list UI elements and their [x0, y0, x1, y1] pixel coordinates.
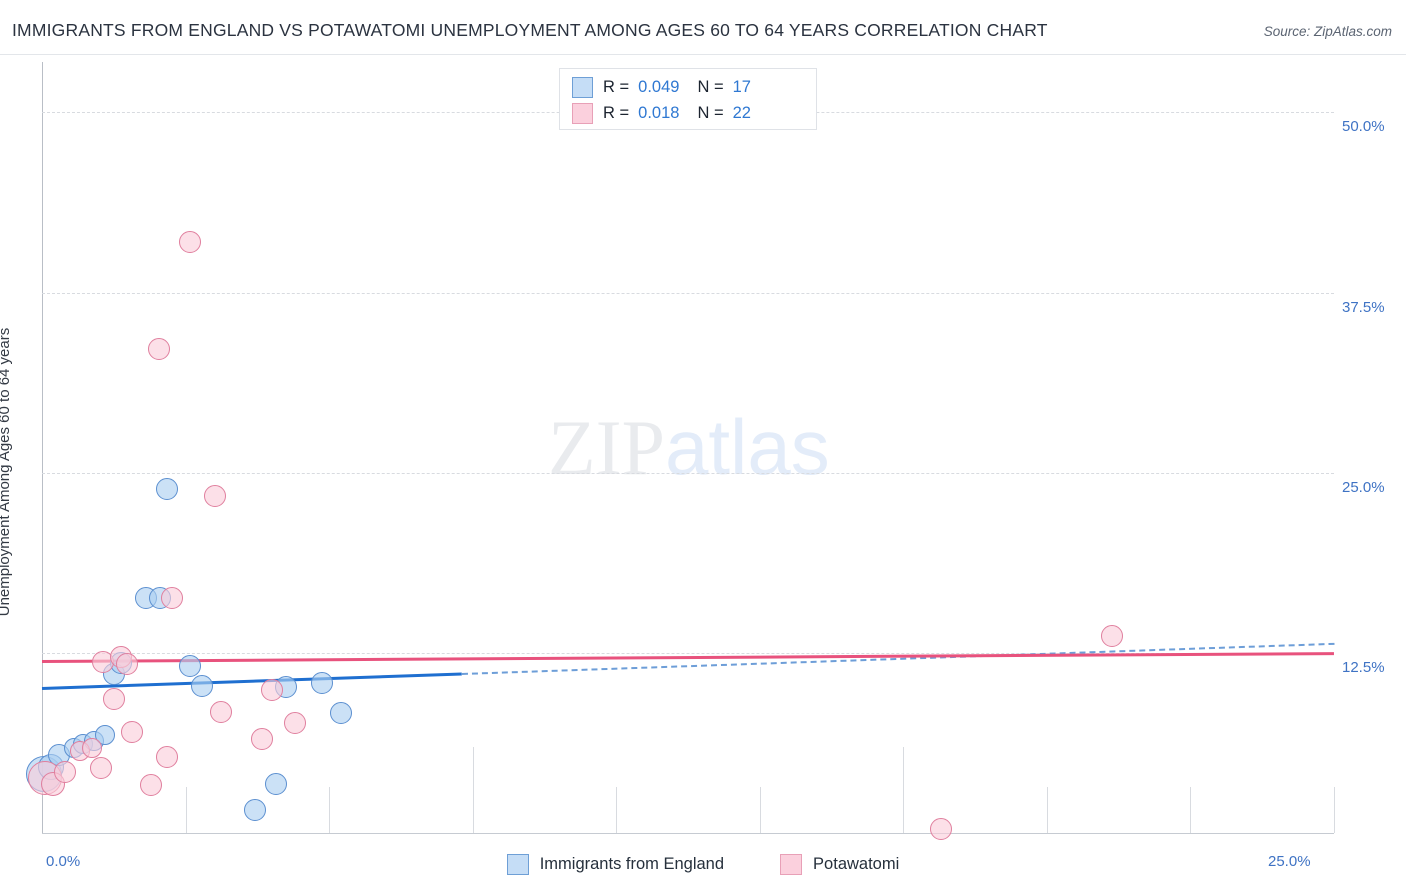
- x-axis-line: [42, 833, 1334, 834]
- scatter-point-pink[interactable]: [261, 679, 284, 702]
- header-divider: [0, 54, 1406, 55]
- x-tick-mark-9: [1334, 787, 1335, 833]
- watermark-zip: ZIP: [548, 404, 665, 491]
- scatter-point-blue[interactable]: [311, 672, 334, 695]
- y-tick-label-2: 37.5%: [1342, 298, 1385, 316]
- legend-label-blue: Immigrants from England: [539, 854, 725, 873]
- scatter-point-blue[interactable]: [191, 675, 214, 697]
- scatter-point-pink[interactable]: [178, 231, 201, 254]
- y-tick-label-0: 12.5%: [1342, 658, 1385, 676]
- y-tick-label-1: 25.0%: [1342, 478, 1385, 496]
- stats-n-label-blue: N =: [697, 77, 724, 96]
- y-axis-title: Unemployment Among Ages 60 to 64 years: [0, 327, 13, 617]
- stats-swatch-blue: [572, 76, 593, 98]
- source-label: Source: ZipAtlas.com: [1263, 24, 1392, 39]
- scatter-point-pink[interactable]: [89, 757, 112, 780]
- gridline-y-1: [42, 472, 1334, 474]
- gridline-y-2: [42, 292, 1334, 294]
- scatter-point-pink[interactable]: [54, 761, 77, 784]
- scatter-point-blue[interactable]: [243, 798, 266, 821]
- stats-r-value-blue: 0.049: [638, 77, 680, 96]
- correlation-stats-box: R = 0.049 N = 17 R = 0.018 N = 22: [559, 68, 817, 130]
- gridline-y-0: [42, 652, 1334, 654]
- scatter-point-pink[interactable]: [203, 484, 226, 507]
- legend-swatch-pink: [780, 853, 803, 875]
- scatter-point-blue[interactable]: [156, 477, 179, 500]
- scatter-point-pink[interactable]: [209, 700, 232, 723]
- stats-r-value-pink: 0.018: [638, 103, 680, 122]
- page-title: IMMIGRANTS FROM ENGLAND VS POTAWATOMI UN…: [12, 20, 1048, 40]
- x-tick-label-0: 0.0%: [46, 853, 81, 870]
- stats-n-value-pink: 22: [732, 103, 751, 122]
- scatter-point-pink[interactable]: [930, 817, 953, 840]
- x-tick-mark-1: [185, 787, 187, 833]
- scatter-point-pink[interactable]: [103, 687, 126, 710]
- plot-area: ZIPatlas: [26, 62, 1335, 840]
- scatter-point-blue[interactable]: [329, 702, 352, 725]
- x-tick-major-1: [903, 747, 905, 833]
- x-tick-mark-8: [1190, 787, 1192, 833]
- y-axis-line: [42, 62, 43, 834]
- stats-n-label-pink: N =: [697, 103, 724, 122]
- x-tick-major-0: [472, 747, 474, 833]
- x-tick-mark-7: [1046, 787, 1048, 833]
- scatter-point-pink[interactable]: [120, 721, 143, 744]
- stats-row-blue: R = 0.049 N = 17: [572, 74, 751, 100]
- stats-r-label-pink: R =: [603, 103, 630, 122]
- x-tick-mark-2: [329, 787, 331, 833]
- legend-label-pink: Potawatomi: [813, 854, 900, 873]
- legend-item-potawatomi[interactable]: Potawatomi: [780, 853, 900, 875]
- scatter-point-pink[interactable]: [284, 712, 307, 735]
- scatter-point-pink[interactable]: [156, 745, 179, 768]
- legend-item-immigrants-from-england[interactable]: Immigrants from England: [506, 853, 725, 875]
- scatter-point-pink[interactable]: [115, 653, 138, 676]
- chart-legend: Immigrants from England Potawatomi: [0, 848, 1406, 880]
- scatter-point-pink[interactable]: [147, 337, 170, 360]
- legend-swatch-blue: [506, 853, 529, 875]
- stats-r-label-blue: R =: [603, 77, 630, 96]
- watermark-atlas: atlas: [665, 403, 830, 491]
- scatter-point-pink[interactable]: [1100, 624, 1123, 647]
- y-tick-label-3: 50.0%: [1342, 118, 1385, 136]
- scatter-point-blue[interactable]: [95, 725, 116, 745]
- x-tick-mark-4: [616, 787, 618, 833]
- scatter-point-pink[interactable]: [139, 774, 162, 797]
- stats-n-value-blue: 17: [732, 77, 751, 96]
- scatter-point-blue[interactable]: [264, 773, 287, 795]
- x-tick-label-1: 25.0%: [1268, 853, 1311, 870]
- scatter-point-pink[interactable]: [251, 728, 274, 751]
- stats-row-pink: R = 0.018 N = 22: [572, 100, 751, 126]
- stats-swatch-pink: [572, 102, 593, 124]
- scatter-point-blue[interactable]: [178, 654, 201, 677]
- scatter-point-pink[interactable]: [161, 587, 184, 610]
- x-tick-mark-5: [759, 787, 761, 833]
- scatter-point-pink[interactable]: [81, 737, 102, 758]
- watermark: ZIPatlas: [548, 408, 830, 487]
